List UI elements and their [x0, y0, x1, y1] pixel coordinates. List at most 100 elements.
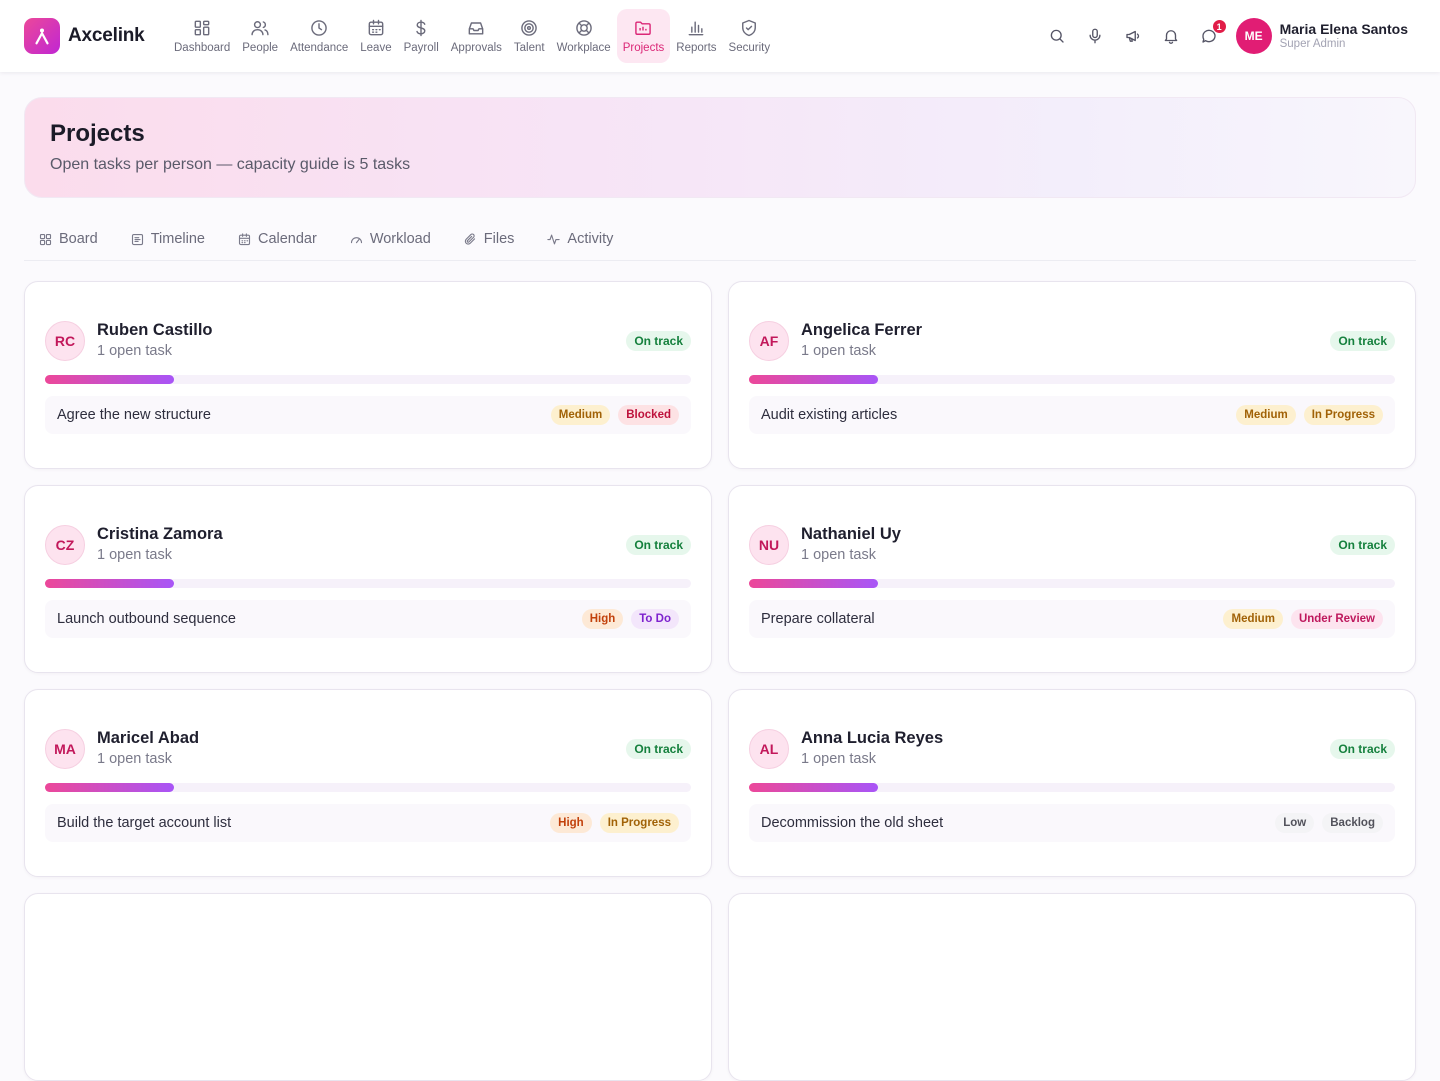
capacity-bar-fill — [45, 375, 175, 384]
person-name: Cristina Zamora — [97, 525, 223, 543]
header-tools: 1 ME Maria Elena Santos Super Admin — [1038, 0, 1440, 72]
open-task-count: 1 open task — [801, 547, 876, 564]
task-row[interactable]: Launch outbound sequence High To Do — [45, 600, 691, 638]
voice-button[interactable] — [1076, 17, 1114, 55]
top-navigation-bar: Axcelink Dashboard People Attendance Lea… — [0, 0, 1440, 72]
task-row[interactable]: Decommission the old sheet Low Backlog — [749, 804, 1395, 842]
priority-chip: High — [550, 813, 592, 833]
nav-item-people[interactable]: People — [236, 9, 284, 63]
page-subtitle: Open tasks per person — capacity guide i… — [50, 156, 411, 173]
nav-item-payroll[interactable]: Payroll — [398, 9, 445, 63]
person-name: Angelica Ferrer — [801, 321, 923, 339]
task-row[interactable]: Prepare collateral Medium Under Review — [749, 600, 1395, 638]
avatar: MA — [45, 728, 85, 769]
nav-item-label: Approvals — [450, 42, 502, 54]
microphone-icon — [1089, 28, 1101, 44]
status-badge: On track — [1330, 535, 1395, 555]
dollar-icon — [416, 19, 426, 37]
notifications-button[interactable] — [1152, 17, 1190, 55]
nav-item-label: Workplace — [556, 42, 611, 54]
task-row[interactable]: Build the target account list High In Prog… — [45, 804, 691, 842]
bell-icon — [1164, 30, 1177, 44]
avatar: AF — [749, 320, 789, 361]
status-badge: On track — [1330, 331, 1395, 351]
status-badge: On track — [1330, 739, 1395, 759]
avatar: CZ — [45, 524, 85, 565]
user-menu[interactable]: ME Maria Elena Santos Super Admin — [1235, 18, 1408, 54]
person-card-partial — [728, 893, 1416, 1081]
open-task-count: 1 open task — [97, 547, 172, 564]
tab-files[interactable]: Files — [449, 220, 529, 258]
nav-item-approvals[interactable]: Approvals — [445, 9, 508, 63]
nav-item-talent[interactable]: Talent — [508, 9, 551, 63]
person-card[interactable]: RC Ruben Castillo 1 open task On track Agree… — [24, 281, 712, 469]
nav-item-projects[interactable]: Projects — [616, 9, 671, 63]
tab-label: Files — [483, 231, 515, 247]
avatar: NU — [749, 524, 789, 565]
view-tabs: Board Timeline Calendar Workload Files A… — [24, 220, 1416, 261]
paperclip-icon — [464, 233, 475, 245]
nav-item-attendance[interactable]: Attendance — [284, 9, 354, 63]
nav-item-label: Projects — [622, 42, 665, 54]
nav-item-label: Dashboard — [174, 42, 231, 54]
task-row[interactable]: Agree the new structure Medium Blocked — [45, 396, 691, 434]
announcements-button[interactable] — [1114, 17, 1152, 55]
main-nav: Dashboard People Attendance Leave Payrol… — [168, 0, 776, 72]
clock-icon — [311, 20, 327, 36]
nav-item-security[interactable]: Security — [723, 9, 777, 63]
nav-item-label: Reports — [676, 42, 717, 54]
nav-item-workplace[interactable]: Workplace — [551, 9, 617, 63]
status-badge: On track — [626, 535, 691, 555]
tab-label: Board — [59, 231, 98, 247]
person-card[interactable]: MA Maricel Abad 1 open task On track Build t… — [24, 689, 712, 877]
nav-item-label: Attendance — [290, 42, 349, 54]
open-task-count: 1 open task — [801, 751, 876, 768]
person-name: Anna Lucia Reyes — [801, 729, 944, 747]
calendar-icon — [238, 232, 251, 245]
page-header: Projects Open tasks per person — capacit… — [24, 97, 1416, 198]
nav-item-leave[interactable]: Leave — [354, 9, 397, 63]
task-title: Decommission the old sheet — [761, 815, 944, 831]
capacity-bar-fill — [749, 375, 879, 384]
tab-calendar[interactable]: Calendar — [223, 220, 331, 258]
inbox-icon — [468, 22, 484, 35]
open-task-count: 1 open task — [97, 343, 172, 360]
tab-label: Activity — [567, 231, 614, 247]
board-icon — [39, 233, 52, 245]
status-badge: On track — [626, 331, 691, 351]
tab-workload[interactable]: Workload — [335, 220, 445, 258]
search-button[interactable] — [1038, 17, 1076, 55]
nav-item-label: Leave — [360, 42, 392, 54]
megaphone-icon — [1125, 30, 1139, 42]
priority-chip: Low — [1275, 813, 1315, 833]
capacity-bar — [749, 375, 1395, 384]
folder-icon — [635, 21, 652, 35]
tab-label: Calendar — [257, 231, 317, 247]
nav-item-reports[interactable]: Reports — [670, 9, 722, 63]
tab-timeline[interactable]: Timeline — [116, 220, 219, 258]
person-card[interactable]: CZ Cristina Zamora 1 open task On track Laun… — [24, 485, 712, 673]
messages-count-badge: 1 — [1211, 19, 1227, 34]
brand[interactable]: Axcelink — [24, 18, 166, 54]
task-status-chip: In Progress — [1303, 405, 1383, 425]
avatar: RC — [45, 320, 85, 361]
nav-item-label: Payroll — [403, 42, 439, 54]
task-row[interactable]: Audit existing articles Medium In Progress — [749, 396, 1395, 434]
person-card-partial — [24, 893, 712, 1081]
target-icon — [521, 20, 538, 36]
tab-label: Timeline — [150, 231, 205, 247]
priority-chip: Medium — [550, 405, 611, 425]
tab-activity[interactable]: Activity — [532, 220, 627, 258]
task-title: Launch outbound sequence — [57, 611, 236, 627]
person-card[interactable]: AL Anna Lucia Reyes 1 open task On track Dec… — [728, 689, 1416, 877]
person-card[interactable]: NU Nathaniel Uy 1 open task On track Prepare… — [728, 485, 1416, 673]
person-card[interactable]: AF Angelica Ferrer 1 open task On track Audi… — [728, 281, 1416, 469]
nav-item-dashboard[interactable]: Dashboard — [168, 9, 236, 63]
capacity-bar-fill — [749, 579, 879, 588]
task-title: Audit existing articles — [761, 407, 898, 423]
search-icon — [1050, 29, 1064, 43]
task-status-chip: Under Review — [1290, 609, 1383, 629]
messages-button[interactable]: 1 — [1190, 17, 1228, 55]
tab-board[interactable]: Board — [24, 220, 112, 258]
shield-icon — [742, 19, 757, 37]
